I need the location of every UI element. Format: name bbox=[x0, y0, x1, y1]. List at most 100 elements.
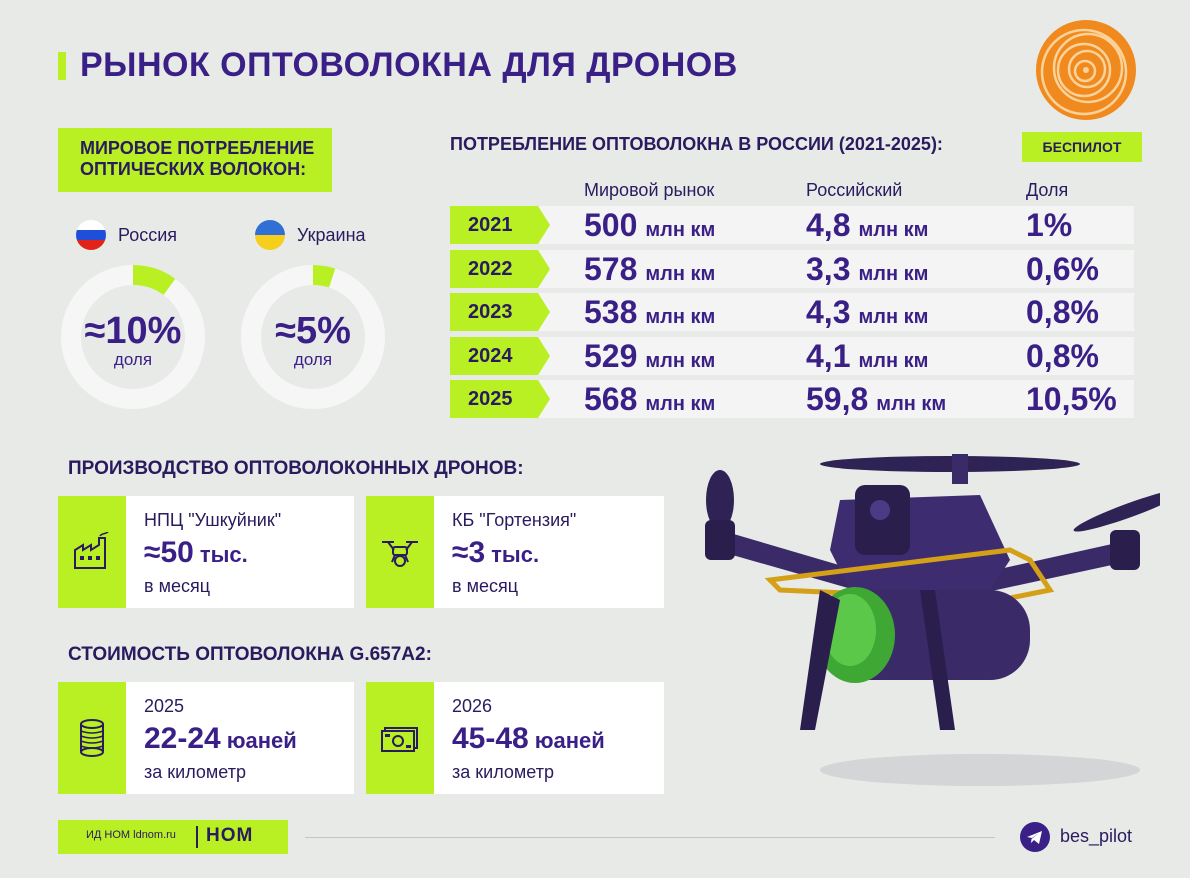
russia-market-value: 4,1 млн км bbox=[806, 337, 928, 380]
world-market-value-number: 529 bbox=[584, 338, 638, 374]
share-value-number: 0,8% bbox=[1026, 294, 1099, 330]
cost-card-2026: 2026 45-48 юаней за километр bbox=[366, 682, 664, 794]
producer-name: КБ "Гортензия" bbox=[452, 510, 577, 530]
col-head-russia: Российский bbox=[806, 180, 903, 200]
table-row bbox=[450, 380, 1134, 418]
factory-icon-box bbox=[58, 496, 126, 608]
col-head-world: Мировой рынок bbox=[584, 180, 715, 200]
share-value: 1% bbox=[1026, 206, 1072, 244]
year-label: 2024 bbox=[468, 345, 513, 367]
russia-market-value-number: 4,3 bbox=[806, 294, 851, 330]
cost-period: за километр bbox=[144, 762, 246, 782]
cost-price-value: 22-24 bbox=[144, 722, 221, 755]
russia-share-donut bbox=[61, 265, 205, 409]
footer-divider bbox=[305, 837, 995, 838]
share-value-number: 0,8% bbox=[1026, 338, 1099, 374]
share-value: 0,8% bbox=[1026, 293, 1099, 331]
share-value-number: 1% bbox=[1026, 207, 1073, 243]
factory-icon bbox=[74, 532, 109, 569]
cost-price-unit: юаней bbox=[534, 728, 605, 753]
cost-card-2025: 2025 22-24 юаней за километр bbox=[58, 682, 354, 794]
cable-spool-icon-box bbox=[58, 682, 126, 794]
cost-price: 22-24 юаней bbox=[144, 722, 297, 756]
production-title: ПРОИЗВОДСТВО ОПТОВОЛОКОННЫХ ДРОНОВ: bbox=[68, 458, 524, 479]
world-consumption-header: МИРОВОЕ ПОТРЕБЛЕНИЕ ОПТИЧЕСКИХ ВОЛОКОН: bbox=[58, 128, 332, 192]
ukraine-flag-icon bbox=[255, 220, 285, 250]
producer-period: в месяц bbox=[452, 576, 519, 596]
russia-share-label: доля bbox=[113, 350, 153, 369]
telegram-icon[interactable] bbox=[1020, 822, 1050, 852]
fpv-drone-illustration bbox=[705, 454, 1160, 786]
unit-label: млн км bbox=[858, 306, 929, 328]
col-head-share: Доля bbox=[1026, 180, 1069, 200]
footer-brand: НОМ bbox=[206, 825, 254, 846]
year-label: 2021 bbox=[468, 214, 513, 236]
title-accent-bar bbox=[58, 52, 66, 80]
cost-year: 2026 bbox=[452, 696, 493, 716]
world-market-value: 529 млн км bbox=[584, 337, 715, 380]
share-value: 0,8% bbox=[1026, 337, 1099, 375]
cost-price: 45-48 юаней bbox=[452, 722, 605, 756]
ukraine-share-label: доля bbox=[293, 350, 333, 369]
russia-market-value-number: 4,8 bbox=[806, 207, 851, 243]
share-value: 0,6% bbox=[1026, 250, 1099, 288]
producer-volume-unit: тыс. bbox=[199, 542, 248, 567]
year-tab: 2022 bbox=[450, 250, 550, 288]
producer-volume: ≈50 тыс. bbox=[144, 536, 248, 570]
unit-label: млн км bbox=[645, 263, 716, 285]
world-market-value-number: 578 bbox=[584, 251, 638, 287]
producer-period: в месяц bbox=[144, 576, 211, 596]
share-value: 10,5% bbox=[1026, 380, 1117, 418]
world-header-line1: МИРОВОЕ ПОТРЕБЛЕНИЕ bbox=[80, 138, 315, 158]
year-label: 2025 bbox=[468, 388, 513, 410]
cost-price-unit: юаней bbox=[226, 728, 297, 753]
cost-year: 2025 bbox=[144, 696, 185, 716]
unit-label: млн км bbox=[858, 350, 929, 372]
producer-volume-value: ≈3 bbox=[452, 536, 486, 569]
producer-volume-value: ≈50 bbox=[144, 536, 194, 569]
bespilot-logo bbox=[1036, 20, 1136, 120]
cost-title: СТОИМОСТЬ ОПТОВОЛОКНА G.657A2: bbox=[68, 644, 432, 665]
unit-label: млн км bbox=[645, 306, 716, 328]
unit-label: млн км bbox=[645, 350, 716, 372]
telegram-handle[interactable]: bes_pilot bbox=[1060, 826, 1133, 846]
russia-market-value-number: 3,3 bbox=[806, 251, 851, 287]
world-market-value-number: 568 bbox=[584, 381, 638, 417]
drone-icon-box bbox=[366, 496, 434, 608]
country-label-ukraine: Украина bbox=[297, 225, 366, 245]
year-tab: 2021 bbox=[450, 206, 550, 244]
russia-market-value: 59,8 млн км bbox=[806, 380, 946, 423]
cost-price-value: 45-48 bbox=[452, 722, 529, 755]
cost-period: за километр bbox=[452, 762, 554, 782]
world-market-value: 568 млн км bbox=[584, 380, 715, 423]
year-tab: 2024 bbox=[450, 337, 550, 375]
table-row bbox=[450, 206, 1134, 244]
banknote-icon bbox=[381, 727, 418, 752]
table-row bbox=[450, 250, 1134, 288]
russia-market-value: 4,3 млн км bbox=[806, 293, 928, 336]
russia-share-arc bbox=[61, 265, 205, 409]
world-market-value: 500 млн км bbox=[584, 206, 715, 249]
drone-icon bbox=[382, 541, 418, 567]
unit-label: млн км bbox=[645, 219, 716, 241]
world-header-line2: ОПТИЧЕСКИХ ВОЛОКОН: bbox=[80, 159, 307, 179]
russia-market-value: 4,8 млн км bbox=[806, 206, 928, 249]
ukraine-share-value: ≈5% bbox=[275, 310, 351, 352]
year-tab: 2023 bbox=[450, 293, 550, 331]
russia-market-value-number: 59,8 bbox=[806, 381, 869, 417]
footer-source: ИД НОМ ldnom.ru bbox=[86, 829, 176, 841]
footer-brand-box bbox=[58, 820, 288, 854]
unit-label: млн км bbox=[876, 393, 947, 415]
year-tab: 2025 bbox=[450, 380, 550, 418]
production-card-gortenziya: КБ "Гортензия" ≈3 тыс. в месяц bbox=[366, 496, 664, 608]
ukraine-share-arc bbox=[241, 265, 385, 409]
ukraine-share-donut bbox=[241, 265, 385, 409]
bespilot-badge: БЕСПИЛОТ bbox=[1022, 132, 1142, 162]
unit-label: млн км bbox=[858, 263, 929, 285]
russia-flag-icon bbox=[76, 220, 106, 250]
russia-share-value: ≈10% bbox=[84, 310, 182, 352]
year-label: 2023 bbox=[468, 301, 513, 323]
production-card-ushkuynik: НПЦ "Ушкуйник" ≈50 тыс. в месяц bbox=[58, 496, 354, 608]
world-market-value-number: 538 bbox=[584, 294, 638, 330]
cable-spool-icon bbox=[80, 719, 104, 757]
